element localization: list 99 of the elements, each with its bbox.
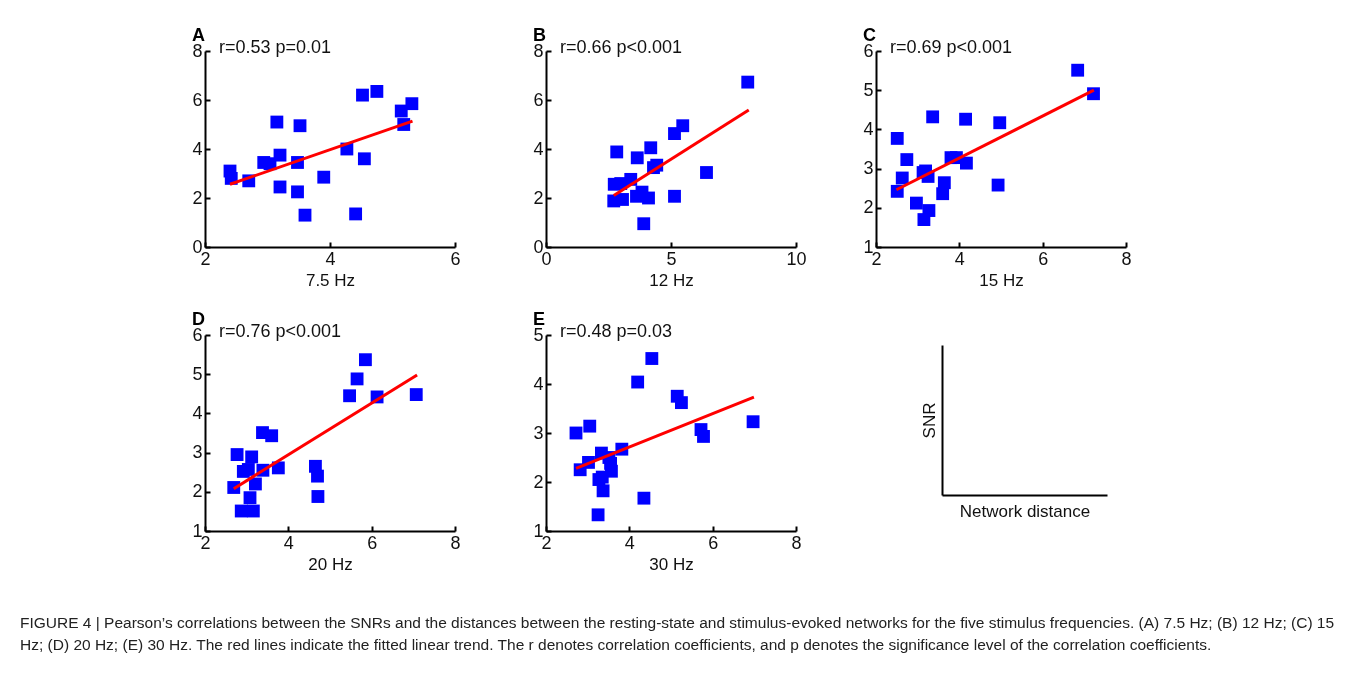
x-tick-label: 10 (786, 248, 807, 269)
point (645, 352, 659, 365)
point (291, 185, 304, 199)
x-tick-label: 8 (1121, 248, 1132, 269)
y-tick-label: 4 (863, 118, 874, 139)
x-tick-label: 8 (791, 532, 802, 553)
point (674, 396, 688, 410)
y-tick-label: 2 (192, 187, 203, 208)
point (895, 171, 909, 185)
point (746, 415, 760, 429)
point (248, 477, 262, 491)
point (991, 178, 1005, 192)
x-axis-title: 12 Hz (649, 270, 694, 290)
point (583, 419, 597, 433)
point (317, 170, 331, 184)
point (241, 463, 255, 476)
point (358, 353, 372, 367)
x-axis-title: 20 Hz (308, 554, 353, 574)
y-tick-label: 4 (192, 402, 203, 423)
point (591, 508, 605, 522)
point (937, 176, 951, 190)
point (350, 372, 364, 386)
x-axis-title: 15 Hz (979, 270, 1024, 290)
y-tick-label: 3 (192, 442, 203, 463)
point (298, 208, 312, 222)
point (993, 116, 1007, 130)
y-tick-label: 6 (533, 89, 544, 110)
point (700, 166, 713, 179)
x-tick-label: 6 (1038, 248, 1049, 269)
point (243, 491, 257, 505)
point (642, 191, 655, 205)
point (631, 375, 645, 389)
point (676, 119, 690, 133)
annotation: r=0.69 p<0.001 (890, 37, 1013, 57)
y-tick-label: 4 (192, 138, 203, 159)
y-tick-label: 2 (863, 197, 874, 218)
point (637, 217, 651, 231)
point (273, 148, 287, 162)
y-tick-label: 2 (192, 481, 203, 502)
x-axis-title: 30 Hz (649, 554, 694, 574)
x-tick-label: 8 (450, 532, 461, 553)
annotation: r=0.48 p=0.03 (560, 321, 673, 341)
y-tick-label: 5 (192, 363, 203, 384)
point (265, 429, 279, 443)
point (630, 151, 644, 165)
point (890, 131, 904, 145)
point (343, 389, 357, 403)
x-tick-label: 6 (367, 532, 378, 553)
y-tick-label: 2 (533, 471, 544, 492)
point (370, 85, 384, 98)
x-tick-label: 4 (325, 248, 336, 269)
point (909, 196, 923, 210)
point (246, 504, 260, 518)
point (741, 75, 755, 89)
text: SNR (919, 402, 939, 439)
point (616, 193, 629, 206)
y-tick-label: 5 (863, 79, 874, 100)
point (293, 119, 307, 133)
y-tick-label: 2 (533, 187, 544, 208)
point (604, 464, 618, 478)
y-tick-label: 3 (863, 158, 874, 179)
point (668, 189, 681, 203)
point (959, 112, 973, 126)
point (357, 152, 371, 166)
y-tick-label: 6 (192, 89, 203, 110)
point (311, 490, 325, 503)
point (356, 88, 369, 102)
x-tick-label: 5 (666, 248, 677, 269)
point (596, 484, 610, 498)
point (610, 145, 624, 159)
x-tick-label: 4 (954, 248, 965, 269)
y-tick-label: 3 (533, 422, 544, 443)
x-axis-title: 7.5 Hz (305, 270, 356, 290)
point (959, 156, 973, 170)
point (230, 448, 244, 461)
x-tick-label: 6 (708, 532, 719, 553)
point (349, 207, 363, 221)
point (409, 388, 423, 402)
x-tick-label: 4 (283, 532, 294, 553)
point (900, 153, 914, 167)
annotation: r=0.53 p=0.01 (219, 37, 332, 57)
x-tick-label: 6 (450, 248, 461, 269)
point (311, 469, 324, 483)
point (644, 141, 658, 155)
point (1071, 63, 1085, 77)
point (926, 110, 940, 124)
text: Network distance (959, 501, 1091, 521)
y-tick-label: 4 (533, 138, 544, 159)
annotation: r=0.66 p<0.001 (560, 37, 683, 57)
point (405, 97, 419, 111)
y-tick-label: 4 (533, 373, 544, 394)
point (270, 115, 284, 129)
x-tick-label: 4 (624, 532, 635, 553)
annotation: r=0.76 p<0.001 (219, 321, 342, 341)
point (922, 204, 936, 217)
point (697, 430, 710, 443)
point (637, 491, 651, 505)
caption: FIGURE 4 | Pearson’s correlations between the SNRs and the distances between the resting-state and stimulus-evoked networks for the five stimulus frequencies. (A) 7.5 Hz; (B) 12 Hz; (C) 15 Hz; (D) 20 Hz; (E) 30 Hz. The red lines indicate the fitted linear trend. The r denotes correlation coefficients, and p denotes the significance level of the correlation coefficients. (20, 613, 1335, 655)
point (245, 450, 259, 464)
